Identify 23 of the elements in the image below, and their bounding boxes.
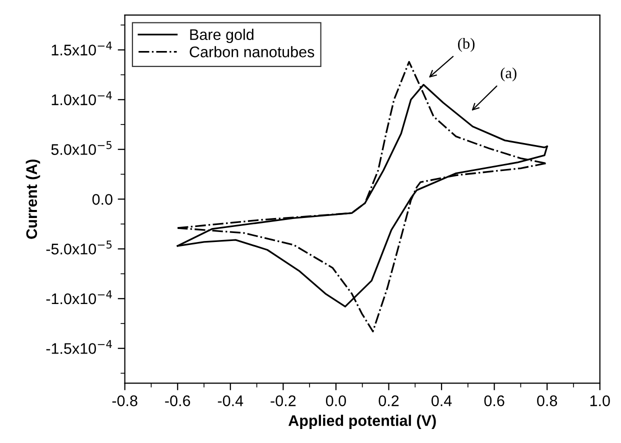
- y-tick-label: -5.0x10$^{−5}$: [46, 240, 112, 254]
- x-tick-label: -0.8: [112, 395, 138, 406]
- x-axis-title: Applied potential (V): [288, 414, 436, 430]
- y-tick-label: -1.5x10$^{−4}$: [46, 340, 112, 354]
- x-tick-label: 0.8: [537, 395, 558, 406]
- y-tick-label: -1.0x10$^{−4}$: [46, 290, 112, 304]
- legend-label: Carbon nanotubes: [190, 46, 314, 58]
- y-tick-label: 1.0x10$^{−4}$: [52, 91, 112, 106]
- legend-label: Bare gold: [190, 28, 254, 44]
- x-tick-label: 1.0: [590, 395, 610, 406]
- y-tick-label: 5.0x10$^{−5}$: [51, 141, 112, 155]
- annotation: (b): [458, 38, 475, 52]
- annotation: (a): [500, 67, 516, 82]
- y-tick-label: 0.0: [92, 194, 112, 205]
- x-tick-label: -0.2: [270, 395, 296, 406]
- y-tick-label: 1.5x10$^{−4}$: [52, 42, 112, 56]
- x-tick-label: 0.4: [432, 395, 452, 406]
- x-tick-label: 0.6: [484, 395, 504, 406]
- y-axis-title: Current (A): [26, 160, 40, 239]
- x-tick-label: -0.6: [165, 395, 190, 406]
- x-tick-label: -0.4: [218, 395, 244, 406]
- x-tick-label: 0.2: [378, 395, 399, 406]
- x-tick-label: 0.0: [326, 395, 346, 406]
